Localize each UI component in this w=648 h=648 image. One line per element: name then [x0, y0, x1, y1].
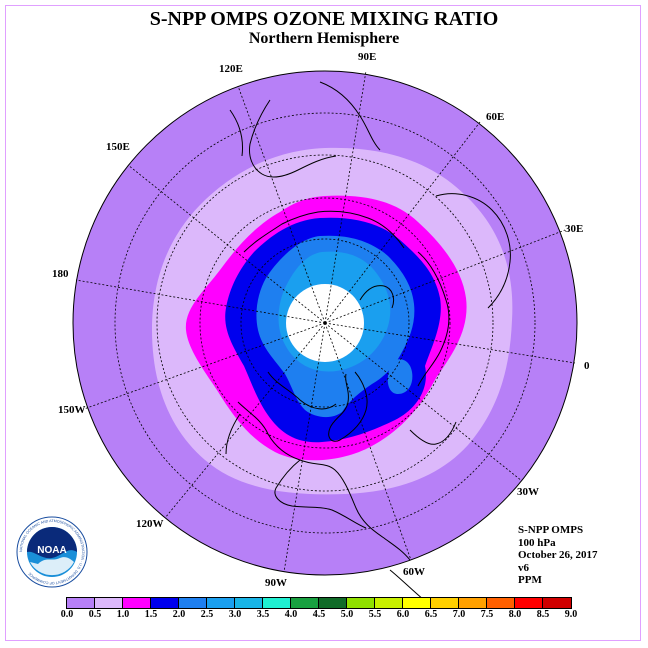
colorbar-swatch	[375, 598, 403, 608]
colorbar-tick-label: 7.0	[452, 609, 466, 620]
colorbar-tick-label: 1.0	[116, 609, 130, 620]
info-level: 100 hPa	[518, 536, 556, 549]
colorbar-tick-label: 1.5	[144, 609, 158, 620]
colorbar-tick-label: 2.5	[200, 609, 214, 620]
colorbar-swatch	[431, 598, 459, 608]
colorbar-swatch	[67, 598, 95, 608]
colorbar-swatch	[179, 598, 207, 608]
info-version: v6	[518, 561, 529, 574]
lon-label-120w: 120W	[136, 518, 164, 530]
graticule	[75, 70, 576, 573]
map-boundary	[72, 70, 578, 576]
colorbar-swatch	[95, 598, 123, 608]
colorbar-tick-label: 3.5	[256, 609, 270, 620]
info-date: October 26, 2017	[518, 549, 598, 561]
info-instrument: S-NPP OMPS	[518, 524, 584, 536]
colorbar-swatch	[487, 598, 515, 608]
colorbar-swatch	[347, 598, 375, 608]
colorbar-tick-label: 4.5	[312, 609, 326, 620]
lon-label-90w: 90W	[265, 577, 287, 589]
colorbar-tick-label: 8.5	[536, 609, 550, 620]
colorbar-swatch	[543, 598, 571, 608]
colorbar-tick-label: 8.0	[508, 609, 522, 620]
noaa-logo-text: NOAA	[37, 545, 66, 556]
colorbar-tick-label: 5.0	[340, 609, 354, 620]
colorbar-tick-label: 2.0	[172, 609, 186, 620]
colorbar	[66, 597, 572, 609]
colorbar-tick-label: 6.0	[396, 609, 410, 620]
colorbar-tick-label: 3.0	[228, 609, 242, 620]
info-units: PPM	[518, 574, 542, 586]
colorbar-swatch	[151, 598, 179, 608]
lon-label-150e: 150E	[106, 141, 130, 153]
map-subtitle: Northern Hemisphere	[248, 30, 400, 47]
colorbar-tick-label: 4.0	[284, 609, 298, 620]
lon-label-120e: 120E	[219, 63, 243, 75]
colorbar-swatch	[403, 598, 431, 608]
colorbar-swatch	[319, 598, 347, 608]
colorbar-tick-label: 7.5	[480, 609, 494, 620]
lon-label-30e: 30E	[565, 223, 584, 235]
lon-label-60w: 60W	[403, 566, 425, 578]
colorbar-tick-label: 9.0	[564, 609, 578, 620]
contour-level-2.0-2.5-patch	[387, 359, 413, 394]
colorbar-swatch	[235, 598, 263, 608]
colorbar-swatch	[515, 598, 543, 608]
colorbar-swatch	[207, 598, 235, 608]
lon-label-90e: 90E	[358, 51, 377, 63]
lon-label-180: 180	[52, 268, 69, 280]
colorbar-swatch	[459, 598, 487, 608]
data-info-panel: S-NPP OMPS 100 hPa October 26, 2017 v6 P…	[518, 524, 598, 587]
colorbar-swatch	[291, 598, 319, 608]
lon-label-60e: 60E	[486, 111, 505, 123]
colorbar-tick-labels: 0.0 0.5 1.0 1.5 2.0 2.5 3.0 3.5 4.0 4.5 5.0 5.5 6.0 6…	[52, 609, 597, 623]
lon-label-150w: 150W	[58, 404, 86, 416]
colorbar-tick-label: 0.5	[88, 609, 102, 620]
noaa-logo-icon: NOAA NATIONAL OCEANIC AND ATMOSPHERIC AD…	[16, 516, 88, 588]
lon-label-30w: 30W	[517, 486, 539, 498]
colorbar-tick-label: 5.5	[368, 609, 382, 620]
colorbar-tick-label: 6.5	[424, 609, 438, 620]
colorbar-tick-label: 0.0	[60, 609, 74, 620]
lon-label-0: 0	[584, 360, 590, 372]
map-title: S-NPP OMPS OZONE MIXING RATIO	[149, 8, 499, 30]
colorbar-swatch	[263, 598, 291, 608]
colorbar-swatch	[123, 598, 151, 608]
figure-frame	[5, 5, 641, 641]
